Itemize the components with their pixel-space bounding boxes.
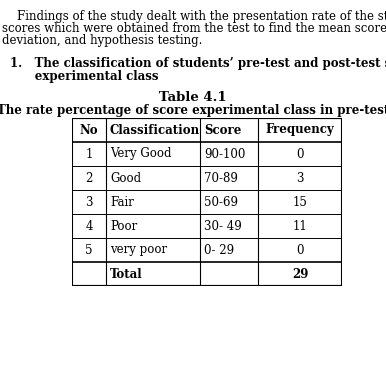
Text: Classification: Classification xyxy=(110,123,200,136)
Text: 70-89: 70-89 xyxy=(204,171,238,184)
Text: 0: 0 xyxy=(296,147,304,160)
Text: very poor: very poor xyxy=(110,243,167,256)
Text: Poor: Poor xyxy=(110,219,137,232)
Text: 5: 5 xyxy=(85,243,93,256)
Text: The rate percentage of score experimental class in pre-test: The rate percentage of score experimenta… xyxy=(0,104,386,117)
Text: 1.   The classification of students’ pre-test and post-test scores in: 1. The classification of students’ pre-t… xyxy=(10,57,386,70)
Text: 3: 3 xyxy=(296,171,304,184)
Text: deviation, and hypothesis testing.: deviation, and hypothesis testing. xyxy=(2,34,202,47)
Text: Findings of the study dealt with the presentation rate of the students': Findings of the study dealt with the pre… xyxy=(2,10,386,23)
Text: experimental class: experimental class xyxy=(10,70,159,83)
Text: 2: 2 xyxy=(85,171,93,184)
Text: Very Good: Very Good xyxy=(110,147,171,160)
Text: 30- 49: 30- 49 xyxy=(204,219,242,232)
Text: 29: 29 xyxy=(292,267,308,280)
Text: 1: 1 xyxy=(85,147,93,160)
Text: 0: 0 xyxy=(296,243,304,256)
Text: Good: Good xyxy=(110,171,141,184)
Text: No: No xyxy=(80,123,98,136)
Text: Fair: Fair xyxy=(110,195,134,208)
Text: 11: 11 xyxy=(293,219,307,232)
Text: Total: Total xyxy=(110,267,142,280)
Text: Table 4.1: Table 4.1 xyxy=(159,91,227,104)
Text: Frequency: Frequency xyxy=(266,123,334,136)
Text: 50-69: 50-69 xyxy=(204,195,238,208)
Text: 4: 4 xyxy=(85,219,93,232)
Text: 0- 29: 0- 29 xyxy=(204,243,234,256)
Text: 15: 15 xyxy=(293,195,307,208)
Text: Score: Score xyxy=(204,123,241,136)
Text: 3: 3 xyxy=(85,195,93,208)
Text: scores which were obtained from the test to find the mean score, standard: scores which were obtained from the test… xyxy=(2,22,386,35)
Text: 90-100: 90-100 xyxy=(204,147,245,160)
